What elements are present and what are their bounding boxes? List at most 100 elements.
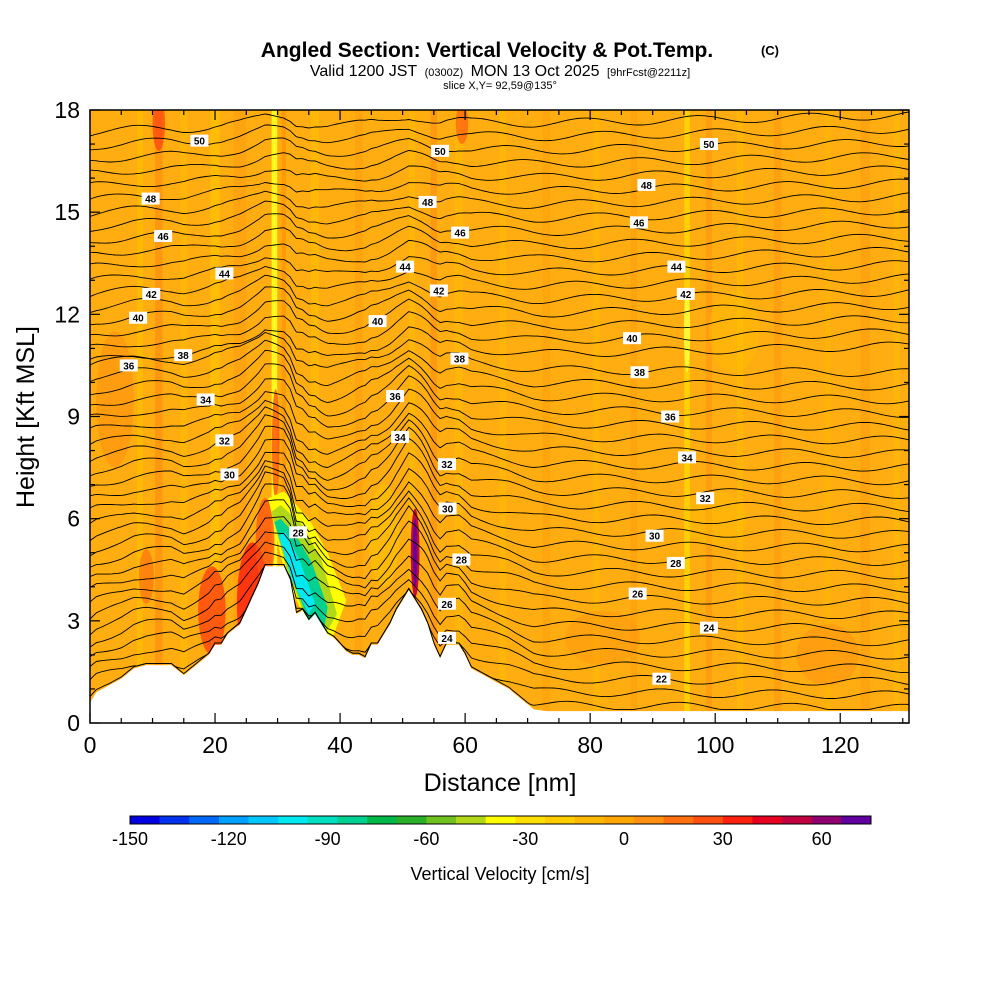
theta-label: 28 xyxy=(289,526,308,539)
theta-label-box xyxy=(429,284,448,297)
theta-label: 30 xyxy=(645,529,664,543)
theta-label: 46 xyxy=(629,216,648,229)
theta-label-box xyxy=(215,267,234,280)
field-streak xyxy=(684,110,690,723)
theta-label-box xyxy=(220,468,239,481)
theta-contour-line xyxy=(90,225,909,256)
chart-title-unit: (C) xyxy=(761,43,779,58)
theta-label-box xyxy=(666,556,685,569)
colorbar-tick-label: -30 xyxy=(512,829,538,849)
colorbar-tick-label: 30 xyxy=(713,829,733,849)
colorbar-swatch xyxy=(722,816,753,824)
x-tick-label: 120 xyxy=(821,732,859,758)
theta-contour-line xyxy=(90,349,909,405)
x-tick-label: 20 xyxy=(202,732,228,758)
field-streak xyxy=(430,110,437,723)
theta-label-text: 50 xyxy=(703,140,715,151)
field-streak xyxy=(355,110,363,723)
theta-label-box xyxy=(215,434,234,447)
theta-label-text: 26 xyxy=(632,590,644,601)
theta-label-text: 40 xyxy=(626,334,638,345)
theta-label: 46 xyxy=(451,226,470,240)
theta-label-box xyxy=(676,287,695,300)
theta-label-text: 36 xyxy=(123,361,135,372)
theta-label-box xyxy=(661,410,680,423)
theta-contour-line xyxy=(90,124,909,151)
y-tick-label: 3 xyxy=(67,608,80,634)
theta-label: 44 xyxy=(396,260,415,274)
theta-label-text: 22 xyxy=(656,675,668,686)
colorbar xyxy=(129,815,872,825)
theta-contour-labels: 50 50 50 48 48 48 46 46 46 44 44 44 42 42 42 40 40 40 38 38… xyxy=(119,134,718,686)
colorbar-swatch xyxy=(663,816,694,824)
theta-contour-line xyxy=(90,274,909,313)
theta-contour-line xyxy=(90,256,909,281)
y-axis-label: Height [Kft MSL] xyxy=(12,326,40,508)
theta-contour-line xyxy=(90,165,909,188)
theta-label: 32 xyxy=(215,434,234,447)
theta-label-text: 30 xyxy=(649,532,661,543)
field-streak xyxy=(311,110,320,723)
theta-contours xyxy=(90,111,909,710)
colorbar-swatch xyxy=(248,816,279,824)
theta-label-text: 46 xyxy=(158,232,170,243)
y-tick-label: 6 xyxy=(67,506,80,532)
theta-label-box xyxy=(437,631,456,644)
colorbar-swatch xyxy=(782,816,813,824)
field-streak xyxy=(137,110,143,723)
theta-label-text: 26 xyxy=(441,600,453,611)
colorbar-tick-label: -150 xyxy=(112,829,148,849)
theta-label-box xyxy=(438,502,457,515)
theta-label-text: 44 xyxy=(400,263,412,274)
chart-subtitle: Valid 1200 JST (0300Z) MON 13 Oct 2025 [… xyxy=(310,63,690,80)
theta-contour-line xyxy=(90,213,909,244)
theta-label: 38 xyxy=(174,349,193,362)
theta-label-text: 42 xyxy=(146,290,158,301)
theta-label-box xyxy=(452,553,471,566)
colorbar-tick-label: -120 xyxy=(211,829,247,849)
theta-label-text: 28 xyxy=(293,528,305,539)
colorbar-swatch xyxy=(604,816,635,824)
theta-label-text: 42 xyxy=(433,286,445,297)
field-patch xyxy=(152,110,166,151)
theta-label: 34 xyxy=(678,451,697,464)
theta-contour-line xyxy=(90,375,909,431)
theta-contour-line xyxy=(90,332,909,377)
theta-label-text: 48 xyxy=(641,181,653,192)
theta-label-box xyxy=(119,359,138,372)
theta-label-text: 48 xyxy=(145,195,157,206)
theta-label-box xyxy=(623,332,642,345)
theta-label-text: 30 xyxy=(442,504,454,515)
field-streak xyxy=(499,110,506,723)
field-patch xyxy=(796,624,859,686)
theta-contour-line xyxy=(90,499,909,593)
colorbar-swatch xyxy=(841,816,872,824)
x-tick-label: 100 xyxy=(696,732,734,758)
field-patch xyxy=(708,290,759,373)
theta-label-text: 32 xyxy=(219,436,231,447)
theta-label: 36 xyxy=(119,359,138,372)
field-streak xyxy=(210,110,220,723)
theta-contour-line xyxy=(90,200,909,232)
theta-label: 44 xyxy=(215,267,234,280)
theta-label-box xyxy=(437,458,456,471)
theta-contour-line xyxy=(90,298,909,337)
theta-contour-line xyxy=(90,483,909,580)
theta-label: 38 xyxy=(630,366,649,379)
theta-label: 26 xyxy=(628,587,647,601)
theta-label: 42 xyxy=(676,287,695,301)
colorbar-swatch xyxy=(544,816,575,824)
theta-label: 42 xyxy=(142,287,161,301)
field-patch xyxy=(271,389,280,499)
terrain-mask xyxy=(90,566,909,723)
field-streak xyxy=(737,110,744,723)
field-patch xyxy=(683,491,747,546)
theta-label-text: 50 xyxy=(194,137,206,148)
theta-contour-line xyxy=(90,111,909,137)
theta-contour-line xyxy=(90,531,909,620)
colorbar-swatch xyxy=(515,816,546,824)
y-tick-label: 0 xyxy=(67,710,80,736)
field-streak xyxy=(773,110,782,723)
colorbar-swatch xyxy=(130,816,160,824)
